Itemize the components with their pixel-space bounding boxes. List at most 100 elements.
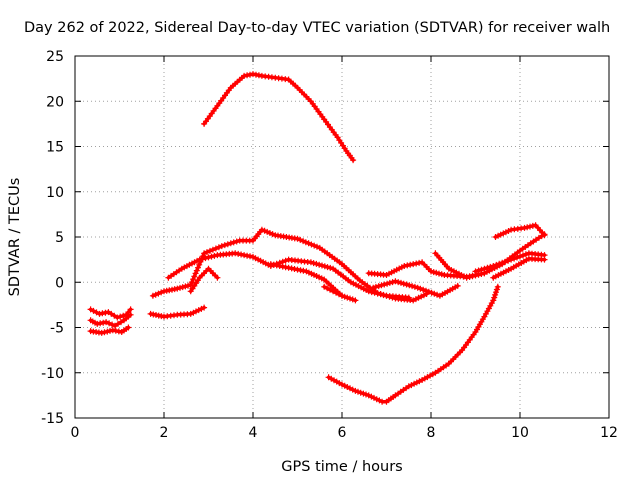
data-point bbox=[378, 282, 385, 289]
y-tick-label: 0 bbox=[55, 275, 64, 291]
data-point bbox=[496, 260, 503, 267]
data-point bbox=[375, 283, 382, 290]
data-point bbox=[179, 284, 186, 291]
data-point bbox=[297, 236, 304, 243]
data-point bbox=[207, 247, 213, 254]
series-arc-d bbox=[187, 265, 221, 295]
data-point bbox=[469, 273, 476, 280]
series-arc-h bbox=[370, 278, 461, 299]
data-point bbox=[414, 284, 421, 291]
data-point bbox=[155, 290, 162, 297]
data-point bbox=[347, 295, 353, 302]
x-tick-label: 2 bbox=[160, 425, 169, 441]
data-point bbox=[392, 278, 399, 285]
y-tick-label: 5 bbox=[55, 230, 64, 246]
data-point bbox=[349, 386, 356, 393]
data-point bbox=[125, 324, 132, 331]
data-point bbox=[400, 280, 407, 287]
data-point bbox=[339, 292, 345, 299]
data-point bbox=[282, 257, 289, 264]
data-point bbox=[438, 271, 445, 278]
data-point bbox=[502, 258, 509, 265]
data-point bbox=[508, 256, 515, 263]
x-tick-label: 6 bbox=[338, 425, 347, 441]
data-point bbox=[541, 256, 548, 263]
data-point bbox=[106, 320, 113, 327]
data-point bbox=[490, 297, 497, 304]
data-point bbox=[492, 291, 499, 298]
data-point bbox=[204, 249, 210, 256]
data-point bbox=[202, 255, 209, 262]
data-point bbox=[198, 305, 205, 312]
data-point bbox=[152, 291, 159, 298]
data-point bbox=[264, 228, 271, 235]
x-tick-label: 10 bbox=[511, 425, 529, 441]
data-point bbox=[127, 306, 134, 313]
data-point bbox=[114, 314, 121, 321]
data-point bbox=[423, 287, 429, 294]
data-point bbox=[491, 294, 498, 301]
data-point bbox=[149, 292, 156, 299]
data-point bbox=[185, 282, 191, 289]
data-point bbox=[384, 280, 391, 287]
data-point bbox=[454, 282, 461, 289]
data-point bbox=[158, 289, 165, 296]
data-point bbox=[215, 244, 222, 251]
data-point bbox=[398, 279, 404, 286]
data-point bbox=[196, 261, 203, 268]
data-point bbox=[269, 231, 276, 238]
data-point bbox=[190, 276, 197, 283]
data-point bbox=[380, 292, 387, 299]
data-point bbox=[484, 264, 491, 271]
data-point bbox=[305, 240, 312, 247]
data-point bbox=[494, 283, 501, 290]
y-tick-label: 10 bbox=[46, 185, 64, 201]
data-point bbox=[363, 391, 369, 398]
data-point bbox=[481, 265, 488, 272]
series-arc-high bbox=[201, 71, 357, 164]
data-point bbox=[493, 261, 500, 268]
data-point bbox=[191, 273, 198, 280]
data-point bbox=[416, 378, 423, 385]
data-point bbox=[208, 253, 215, 260]
data-point bbox=[201, 304, 208, 311]
x-tick-label: 8 bbox=[427, 425, 436, 441]
data-point bbox=[218, 243, 225, 250]
series-arc-k bbox=[490, 255, 548, 281]
data-point bbox=[174, 285, 181, 292]
data-point bbox=[211, 252, 218, 259]
data-point bbox=[187, 282, 194, 288]
data-point bbox=[347, 385, 353, 392]
data-point bbox=[344, 384, 351, 390]
y-axis-label: SDTVAR / TECUs bbox=[7, 178, 23, 297]
data-point bbox=[233, 238, 240, 245]
data-point bbox=[308, 241, 315, 248]
data-point bbox=[395, 279, 402, 286]
data-point bbox=[195, 307, 202, 314]
data-point bbox=[386, 279, 393, 286]
data-point bbox=[409, 283, 416, 290]
data-point bbox=[472, 268, 479, 275]
data-point bbox=[420, 286, 427, 293]
data-point bbox=[371, 394, 377, 401]
data-point bbox=[410, 297, 417, 304]
data-point bbox=[244, 72, 251, 79]
data-point bbox=[499, 259, 506, 266]
data-point bbox=[425, 288, 432, 295]
data-point bbox=[493, 286, 500, 293]
data-point bbox=[389, 279, 396, 286]
data-point bbox=[403, 281, 410, 288]
data-point bbox=[313, 260, 320, 267]
data-point bbox=[314, 243, 320, 250]
data-point bbox=[103, 319, 110, 326]
data-point bbox=[365, 288, 372, 295]
series-cluster-early-2 bbox=[87, 306, 134, 321]
data-point bbox=[221, 242, 228, 249]
data-point bbox=[417, 285, 424, 292]
data-point bbox=[368, 289, 375, 296]
data-point bbox=[177, 284, 183, 291]
grid-lines bbox=[75, 56, 609, 418]
data-point bbox=[120, 312, 127, 319]
data-point bbox=[357, 389, 364, 396]
